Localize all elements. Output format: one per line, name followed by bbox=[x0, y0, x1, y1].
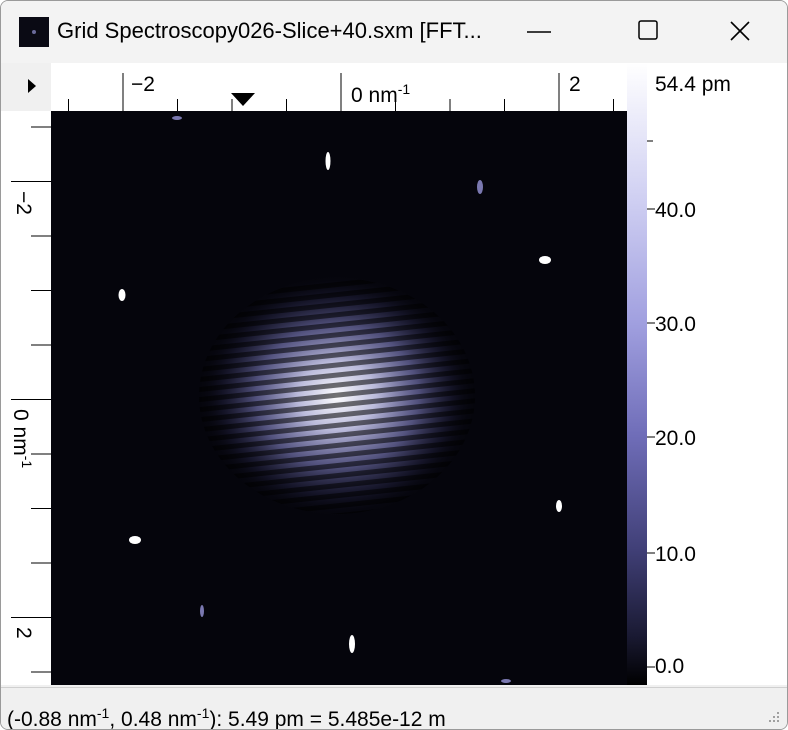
x-axis-unit: nm bbox=[368, 84, 398, 107]
status-value: ): 5.49 pm = 5.485e-12 m bbox=[209, 708, 446, 730]
close-button[interactable] bbox=[695, 1, 787, 63]
cursor-marker-icon[interactable] bbox=[231, 91, 255, 107]
status-separator: , bbox=[109, 708, 122, 730]
colorbar-tick-20: 20.0 bbox=[655, 427, 696, 450]
cursor-value-readout: (-0.88 nm-1, 0.48 nm-1): 5.49 pm = 5.485… bbox=[7, 705, 446, 730]
y-axis-unit-exp: -1 bbox=[19, 455, 35, 469]
status-open-paren: ( bbox=[7, 708, 14, 730]
fringe-pattern bbox=[199, 278, 475, 514]
colorbar-tick-30: 30.0 bbox=[655, 313, 696, 336]
status-y-value: 0.48 bbox=[121, 708, 162, 730]
ruler-corner-menu[interactable] bbox=[1, 63, 51, 111]
faint-peaks bbox=[172, 116, 511, 683]
window-title: Grid Spectroscopy026-Slice+40.sxm [FFT..… bbox=[57, 18, 482, 43]
fft-image-canvas bbox=[118, 116, 562, 683]
y-tick-label-2: 2 bbox=[12, 627, 35, 639]
fft-image[interactable] bbox=[51, 111, 627, 685]
colorbar-ticks bbox=[647, 140, 655, 668]
minimize-button[interactable] bbox=[493, 1, 585, 63]
status-y-unit: nm bbox=[161, 708, 197, 730]
status-bar: (-0.88 nm-1, 0.48 nm-1): 5.49 pm = 5.485… bbox=[1, 687, 787, 730]
status-x-value: -0.88 bbox=[14, 708, 62, 730]
y-axis-unit-label: 0 nm-1 bbox=[8, 409, 35, 468]
x-axis-unit-exp: -1 bbox=[397, 81, 411, 97]
sxm-image-icon[interactable] bbox=[19, 17, 49, 47]
close-icon bbox=[730, 21, 750, 41]
colorbar-tick-40: 40.0 bbox=[655, 199, 696, 222]
minimize-icon bbox=[527, 31, 551, 33]
horizontal-ruler-ticks bbox=[68, 73, 669, 111]
triangle-right-icon bbox=[28, 79, 36, 93]
colorbar-tick-0: 0.0 bbox=[655, 655, 685, 678]
status-x-unit-exp: -1 bbox=[96, 705, 110, 721]
colorbar-tick-10: 10.0 bbox=[655, 543, 696, 566]
y-tick-label-0: 0 bbox=[9, 409, 32, 421]
x-tick-label-neg2: −2 bbox=[131, 73, 155, 96]
y-axis-unit: nm bbox=[9, 426, 32, 456]
maximize-icon bbox=[638, 20, 658, 40]
vertical-ruler[interactable]: −2 0 nm-1 2 bbox=[1, 111, 51, 685]
colorbar-gradient bbox=[627, 63, 647, 685]
bragg-peaks bbox=[118, 152, 562, 653]
resize-grip-icon[interactable] bbox=[767, 710, 781, 724]
status-x-unit: nm bbox=[61, 708, 97, 730]
maximize-button[interactable] bbox=[601, 1, 693, 63]
vertical-ruler-ticks bbox=[11, 126, 51, 673]
title-bar[interactable]: Grid Spectroscopy026-Slice+40.sxm [FFT..… bbox=[1, 1, 787, 63]
x-axis-unit-label: 0 nm-1 bbox=[351, 81, 410, 108]
x-tick-label-2: 2 bbox=[569, 73, 581, 96]
y-tick-label-neg2: −2 bbox=[12, 191, 35, 215]
colorbar-max-label: 54.4 pm bbox=[655, 73, 731, 96]
colorbar-axis: 54.4 pm 40.0 30.0 20.0 10.0 0.0 bbox=[647, 63, 787, 685]
status-y-unit-exp: -1 bbox=[196, 705, 210, 721]
x-tick-label-0: 0 bbox=[351, 84, 363, 107]
horizontal-ruler[interactable]: −2 0 nm-1 2 bbox=[51, 63, 669, 111]
